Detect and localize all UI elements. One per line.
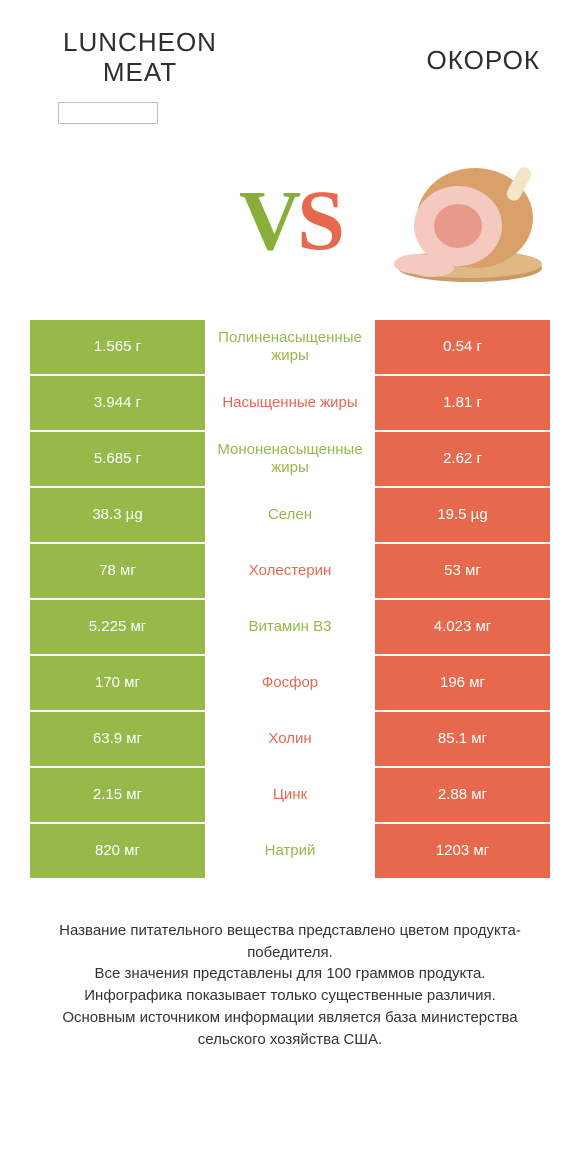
right-value: 0.54 г bbox=[375, 320, 550, 374]
vs-label: VS bbox=[239, 170, 341, 270]
input-row bbox=[0, 98, 580, 124]
table-row: 78 мгХолестерин53 мг bbox=[30, 544, 550, 600]
ham-icon bbox=[380, 148, 550, 288]
left-value: 1.565 г bbox=[30, 320, 205, 374]
right-value: 1203 мг bbox=[375, 824, 550, 878]
nutrient-name: Насыщенные жиры bbox=[205, 376, 375, 430]
nutrient-name: Мононенасыщенные жиры bbox=[205, 432, 375, 486]
value-input[interactable] bbox=[58, 102, 158, 124]
nutrient-name: Витамин B3 bbox=[205, 600, 375, 654]
footer-line1: Название питательного вещества представл… bbox=[30, 920, 550, 964]
table-row: 38.3 µgСелен19.5 µg bbox=[30, 488, 550, 544]
table-row: 170 мгФосфор196 мг bbox=[30, 656, 550, 712]
nutrient-name: Холестерин bbox=[205, 544, 375, 598]
right-value: 196 мг bbox=[375, 656, 550, 710]
left-value: 170 мг bbox=[30, 656, 205, 710]
table-row: 5.225 мгВитамин B34.023 мг bbox=[30, 600, 550, 656]
footer-line3: Инфографика показывает только существенн… bbox=[30, 985, 550, 1007]
left-title-line1: LUNCHEON bbox=[63, 27, 217, 57]
left-title-line2: MEAT bbox=[103, 57, 177, 87]
right-value: 4.023 мг bbox=[375, 600, 550, 654]
table-row: 820 мгНатрий1203 мг bbox=[30, 824, 550, 880]
right-value: 2.62 г bbox=[375, 432, 550, 486]
right-value: 19.5 µg bbox=[375, 488, 550, 542]
table-row: 2.15 мгЦинк2.88 мг bbox=[30, 768, 550, 824]
footer-line2: Все значения представлены для 100 граммо… bbox=[30, 963, 550, 985]
left-value: 38.3 µg bbox=[30, 488, 205, 542]
left-product-title: LUNCHEON MEAT bbox=[40, 28, 240, 88]
table-row: 3.944 гНасыщенные жиры1.81 г bbox=[30, 376, 550, 432]
hero-section: VS bbox=[0, 130, 580, 310]
left-value: 3.944 г bbox=[30, 376, 205, 430]
right-value: 1.81 г bbox=[375, 376, 550, 430]
table-row: 1.565 гПолиненасыщенные жиры0.54 г bbox=[30, 320, 550, 376]
left-value: 5.685 г bbox=[30, 432, 205, 486]
vs-s: S bbox=[297, 172, 341, 268]
right-value: 53 мг bbox=[375, 544, 550, 598]
header: LUNCHEON MEAT ОКОРОК bbox=[0, 0, 580, 98]
left-value: 2.15 мг bbox=[30, 768, 205, 822]
nutrient-name: Цинк bbox=[205, 768, 375, 822]
nutrient-table: 1.565 гПолиненасыщенные жиры0.54 г3.944 … bbox=[30, 320, 550, 880]
left-value: 78 мг bbox=[30, 544, 205, 598]
nutrient-name: Натрий bbox=[205, 824, 375, 878]
nutrient-name: Фосфор bbox=[205, 656, 375, 710]
vs-v: V bbox=[239, 172, 297, 268]
left-value: 5.225 мг bbox=[30, 600, 205, 654]
nutrient-name: Селен bbox=[205, 488, 375, 542]
nutrient-name: Холин bbox=[205, 712, 375, 766]
footer-notes: Название питательного вещества представл… bbox=[30, 920, 550, 1051]
table-row: 5.685 гМононенасыщенные жиры2.62 г bbox=[30, 432, 550, 488]
nutrient-name: Полиненасыщенные жиры bbox=[205, 320, 375, 374]
footer-line4: Основным источником информации является … bbox=[30, 1007, 550, 1051]
right-product-title: ОКОРОК bbox=[340, 28, 540, 76]
right-value: 2.88 мг bbox=[375, 768, 550, 822]
left-value: 63.9 мг bbox=[30, 712, 205, 766]
left-value: 820 мг bbox=[30, 824, 205, 878]
right-value: 85.1 мг bbox=[375, 712, 550, 766]
table-row: 63.9 мгХолин85.1 мг bbox=[30, 712, 550, 768]
